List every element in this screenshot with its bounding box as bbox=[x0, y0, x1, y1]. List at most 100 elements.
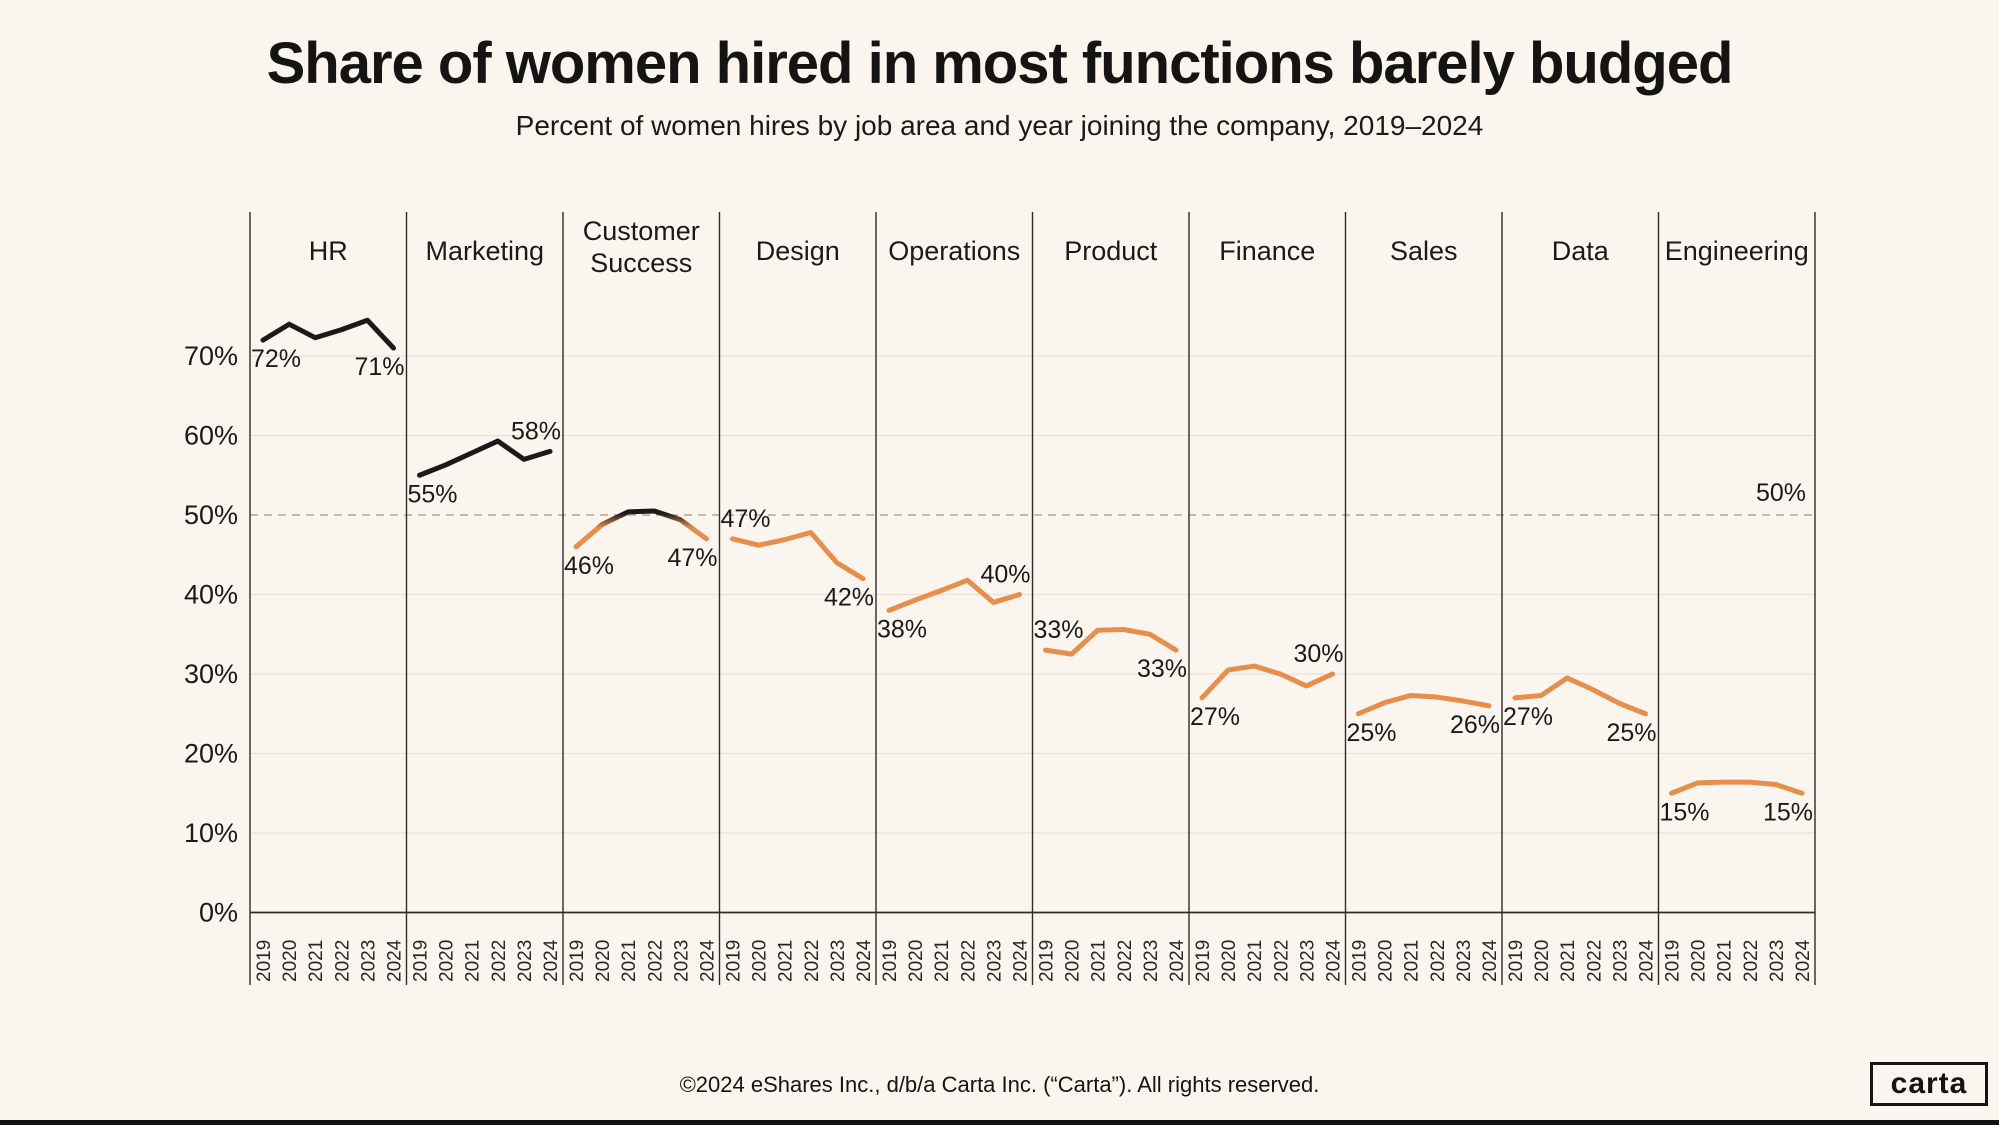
year-tick-label: 2023 bbox=[1297, 940, 1318, 982]
year-tick-label: 2020 bbox=[1063, 940, 1084, 982]
y-tick-label: 0% bbox=[199, 898, 238, 928]
year-tick-label: 2019 bbox=[880, 940, 901, 982]
year-tick-label: 2023 bbox=[1610, 940, 1631, 982]
year-tick-label: 2024 bbox=[854, 939, 875, 982]
panel-header-finance: Finance bbox=[1219, 236, 1315, 266]
year-tick-label: 2020 bbox=[280, 940, 301, 982]
year-tick-label: 2022 bbox=[1584, 940, 1605, 982]
year-tick-label: 2023 bbox=[671, 940, 692, 982]
panel-design: Design 47% 42% 2019 2020 2021 2022 2023 2024 bbox=[721, 236, 876, 982]
reference-line-label: 50% bbox=[1756, 479, 1806, 507]
bottom-edge-strip bbox=[0, 1120, 1999, 1125]
last-value-label-operations: 40% bbox=[980, 561, 1030, 589]
series-line-marketing bbox=[417, 438, 553, 478]
first-value-label-customer-success: 46% bbox=[564, 552, 614, 580]
chart-title: Share of women hired in most functions b… bbox=[266, 31, 1734, 96]
last-value-label-marketing: 58% bbox=[511, 417, 561, 445]
y-tick-label: 10% bbox=[184, 818, 238, 848]
year-tick-label: 2021 bbox=[932, 940, 953, 982]
year-tick-label: 2019 bbox=[567, 940, 588, 982]
panel-finance: Finance 27% 30% 2019 2020 2021 2022 2023 2024 bbox=[1190, 236, 1345, 982]
year-tick-label: 2021 bbox=[306, 940, 327, 982]
year-tick-label: 2023 bbox=[1767, 940, 1788, 982]
last-value-label-customer-success: 47% bbox=[667, 544, 717, 572]
y-tick-label: 70% bbox=[184, 341, 238, 371]
last-value-label-engineering: 15% bbox=[1763, 798, 1813, 826]
panel-header-sales: Sales bbox=[1390, 236, 1458, 266]
first-value-label-marketing: 55% bbox=[408, 480, 458, 508]
carta-logo: carta bbox=[1870, 1062, 1988, 1106]
year-tick-label: 2022 bbox=[489, 940, 510, 982]
year-tick-label: 2024 bbox=[1793, 939, 1814, 982]
year-tick-label: 2021 bbox=[1715, 940, 1736, 982]
year-tick-label: 2021 bbox=[776, 940, 797, 982]
year-tick-label: 2022 bbox=[645, 940, 666, 982]
first-value-label-engineering: 15% bbox=[1660, 798, 1710, 826]
y-tick-label: 60% bbox=[184, 421, 238, 451]
first-value-label-finance: 27% bbox=[1190, 703, 1240, 731]
year-tick-label: 2019 bbox=[411, 940, 432, 982]
panel-header-hr: HR bbox=[309, 236, 348, 266]
year-tick-label: 2022 bbox=[332, 940, 353, 982]
year-tick-label: 2019 bbox=[1663, 940, 1684, 982]
series-line-engineering bbox=[1669, 779, 1805, 796]
year-tick-label: 2023 bbox=[1141, 940, 1162, 982]
year-tick-label: 2024 bbox=[1480, 939, 1501, 982]
year-tick-label: 2023 bbox=[358, 940, 379, 982]
year-tick-label: 2021 bbox=[619, 940, 640, 982]
last-value-label-finance: 30% bbox=[1293, 640, 1343, 668]
year-tick-label: 2020 bbox=[1219, 940, 1240, 982]
series-line-operations bbox=[886, 577, 1022, 613]
first-value-label-operations: 38% bbox=[877, 615, 927, 643]
panel-hr: HR 72% 71% 2019 2020 2021 2022 2023 2024 bbox=[251, 236, 406, 982]
first-value-label-sales: 25% bbox=[1347, 719, 1397, 747]
year-tick-label: 2020 bbox=[1376, 940, 1397, 982]
year-tick-label: 2019 bbox=[1350, 940, 1371, 982]
year-tick-label: 2019 bbox=[724, 940, 745, 982]
year-tick-label: 2020 bbox=[750, 940, 771, 982]
year-tick-label: 2023 bbox=[515, 940, 536, 982]
series-line-customer-success bbox=[573, 508, 709, 550]
series-line-finance bbox=[1199, 663, 1335, 701]
year-tick-label: 2022 bbox=[1741, 940, 1762, 982]
year-tick-label: 2024 bbox=[385, 939, 406, 982]
year-tick-label: 2020 bbox=[906, 940, 927, 982]
chart-subtitle: Percent of women hires by job area and y… bbox=[515, 110, 1484, 141]
panel-header-design: Design bbox=[756, 236, 840, 266]
year-tick-label: 2020 bbox=[593, 940, 614, 982]
year-tick-label: 2022 bbox=[1271, 940, 1292, 982]
panel-product: Product 33% 33% 2019 2020 2021 2022 2023 2024 bbox=[1034, 236, 1189, 982]
year-tick-label: 2022 bbox=[1115, 940, 1136, 982]
year-tick-label: 2021 bbox=[463, 940, 484, 982]
last-value-label-hr: 71% bbox=[354, 353, 404, 381]
panel-engineering: Engineering 15% 15% 2019 2020 2021 2022 2023 202… bbox=[1660, 236, 1815, 982]
last-value-label-design: 42% bbox=[824, 584, 874, 612]
series-line-product bbox=[1043, 626, 1179, 657]
first-value-label-hr: 72% bbox=[251, 345, 301, 373]
y-axis-labels: 0% 10% 20% 30% 40% 50% 60% 70% bbox=[184, 341, 238, 928]
last-value-label-product: 33% bbox=[1137, 655, 1187, 683]
year-tick-label: 2024 bbox=[1011, 939, 1032, 982]
year-tick-label: 2021 bbox=[1558, 940, 1579, 982]
year-tick-label: 2023 bbox=[984, 940, 1005, 982]
panel-header-operations: Operations bbox=[888, 236, 1020, 266]
panel-sales: Sales 25% 26% 2019 2020 2021 2022 2023 2024 bbox=[1347, 236, 1502, 982]
panel-header-product: Product bbox=[1064, 236, 1158, 266]
last-value-label-data: 25% bbox=[1606, 719, 1656, 747]
first-value-label-design: 47% bbox=[721, 505, 771, 533]
copyright-text: ©2024 eShares Inc., d/b/a Carta Inc. (“C… bbox=[679, 1072, 1320, 1097]
year-tick-label: 2023 bbox=[828, 940, 849, 982]
year-tick-label: 2020 bbox=[1532, 940, 1553, 982]
panel-data: Data 27% 25% 2019 2020 2021 2022 2023 2024 bbox=[1503, 236, 1658, 982]
series-line-sales bbox=[1356, 692, 1492, 717]
year-tick-label: 2021 bbox=[1245, 940, 1266, 982]
y-tick-label: 40% bbox=[184, 580, 238, 610]
year-tick-label: 2023 bbox=[1454, 940, 1475, 982]
year-tick-label: 2022 bbox=[1428, 940, 1449, 982]
y-tick-label: 50% bbox=[184, 500, 238, 530]
series-line-design bbox=[730, 529, 866, 582]
last-value-label-sales: 26% bbox=[1450, 711, 1500, 739]
panel-header-marketing: Marketing bbox=[425, 236, 544, 266]
